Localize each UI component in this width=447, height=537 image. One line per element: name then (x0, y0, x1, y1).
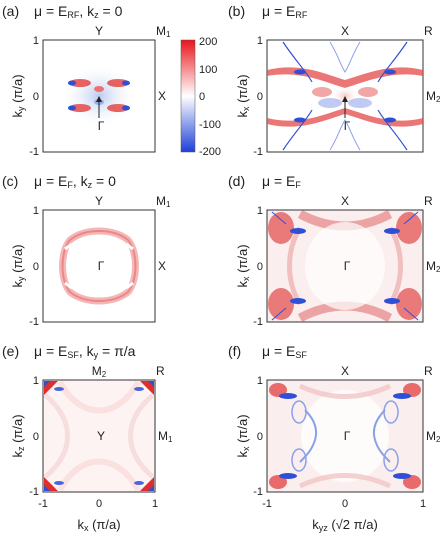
panel-a-title: μ = ERF, kz = 0 (34, 3, 123, 20)
panel-d-ytick-bot: -1 (253, 316, 263, 328)
colorbar-tick-m200: -200 (199, 146, 221, 158)
panel-b-right-mid: M2 (426, 89, 441, 104)
colorbar-tick-m100: -100 (199, 119, 221, 131)
panel-f-right-mid: M2 (426, 429, 441, 444)
panel-e-ytick-top: 1 (33, 375, 39, 387)
panel-f-center: Γ (344, 429, 351, 443)
panel-a-center: Γ (98, 119, 105, 133)
panel-f-ylabel: kx (π/a) (235, 414, 251, 457)
panel-c-ytick-bot: -1 (29, 316, 39, 328)
panel-b-ylabel: kx (π/a) (235, 74, 251, 117)
panel-b-tag: (b) (228, 3, 245, 19)
panel-f-top-right: R (424, 364, 433, 378)
panel-f: (f) μ = ESF X R M2 Γ 1 0 -1 -1 0 1 kx (π… (228, 343, 441, 533)
panel-c-ylabel: ky (π/a) (10, 244, 26, 287)
panel-e-xtick-left: -1 (38, 498, 48, 510)
colorbar-tick-200: 200 (199, 36, 217, 48)
panel-a-ytick-bot: -1 (29, 146, 39, 158)
panel-f-heatmap (269, 383, 421, 489)
panel-c-ytick-top: 1 (33, 205, 39, 217)
panel-a-tag: (a) (2, 3, 19, 19)
panel-e: (e) μ = ESF, ky = π/a M2 R M1 Y 1 0 -1 -… (2, 343, 173, 533)
panel-f-ytick-mid: 0 (257, 431, 263, 443)
panel-b-ytick-top: 1 (257, 35, 263, 47)
panel-d: (d) μ = EF X R M2 Γ 1 0 -1 kx (π/a) (228, 173, 441, 328)
panel-e-ylabel: kz (π/a) (10, 414, 26, 457)
panel-d-title: μ = EF (262, 173, 301, 190)
panel-a-top-right: M1 (156, 24, 171, 39)
panel-d-top-right: R (424, 194, 433, 208)
panel-d-heatmap (268, 209, 422, 323)
panel-d-tag: (d) (228, 173, 245, 189)
panel-e-xlabel: kx (π/a) (77, 517, 120, 533)
panel-c-ytick-mid: 0 (33, 261, 39, 273)
panel-e-title: μ = ESF, ky = π/a (34, 343, 136, 360)
panel-e-ytick-bot: -1 (29, 486, 39, 498)
panel-c-right-mid: X (158, 259, 166, 273)
panel-d-ylabel: kx (π/a) (235, 244, 251, 287)
panel-a: (a) μ = ERF, kz = 0 Y M1 X Γ 1 0 -1 ky (… (2, 3, 171, 158)
panel-c-tag: (c) (2, 173, 18, 189)
panel-c-title: μ = EF, kz = 0 (34, 173, 116, 190)
panel-b-top-right: R (424, 24, 433, 38)
panel-f-xtick-left: -1 (262, 498, 272, 510)
panel-f-title: μ = ESF (262, 343, 307, 360)
panel-f-xlabel: kyz (√2 π/a) (312, 517, 378, 533)
panel-c-top-center: Y (95, 194, 103, 208)
panel-e-center: Y (97, 429, 105, 443)
panel-a-ytick-mid: 0 (33, 91, 39, 103)
panel-e-xtick-mid: 0 (96, 498, 102, 510)
colorbar-tick-100: 100 (199, 64, 217, 76)
panel-d-right-mid: M2 (426, 259, 441, 274)
panel-a-top-center: Y (95, 24, 103, 38)
panel-d-center: Γ (344, 259, 351, 273)
panel-b: (b) μ = ERF X R M2 Γ 1 0 -1 kx (π/a) (228, 3, 441, 158)
panel-c-heatmap (59, 227, 139, 305)
panel-f-xtick-right: 1 (420, 498, 426, 510)
panel-b-center: Γ (344, 119, 351, 133)
panel-d-top-center: X (341, 194, 349, 208)
colorbar-tick-0: 0 (199, 91, 205, 103)
panel-d-ytick-top: 1 (257, 205, 263, 217)
panel-a-right-mid: X (158, 89, 166, 103)
panel-d-ytick-mid: 0 (257, 261, 263, 273)
panel-e-ytick-mid: 0 (33, 431, 39, 443)
panel-b-ytick-bot: -1 (253, 146, 263, 158)
panel-a-ytick-top: 1 (33, 35, 39, 47)
panel-f-xtick-mid: 0 (342, 498, 348, 510)
panel-a-ylabel: ky (π/a) (10, 74, 26, 117)
panel-b-top-center: X (341, 24, 349, 38)
panel-e-top-center: M2 (92, 364, 107, 379)
panel-f-ytick-top: 1 (257, 375, 263, 387)
panel-e-top-right: R (156, 364, 165, 378)
panel-e-right-mid: M1 (158, 429, 173, 444)
panel-c: (c) μ = EF, kz = 0 Y M1 X Γ 1 0 -1 ky (π… (2, 173, 171, 328)
panel-f-top-center: X (341, 364, 349, 378)
panel-f-ytick-bot: -1 (253, 486, 263, 498)
panel-f-tag: (f) (228, 343, 241, 359)
panel-e-heatmap (43, 380, 155, 492)
panel-c-top-right: M1 (156, 194, 171, 209)
panel-e-frame (42, 379, 156, 493)
panel-b-ytick-mid: 0 (257, 91, 263, 103)
colorbar: 200 100 0 -100 -200 (180, 36, 221, 158)
panel-c-center: Γ (98, 259, 105, 273)
panel-e-tag: (e) (2, 343, 19, 359)
panel-b-title: μ = ERF (262, 3, 308, 20)
panel-e-xtick-right: 1 (152, 498, 158, 510)
